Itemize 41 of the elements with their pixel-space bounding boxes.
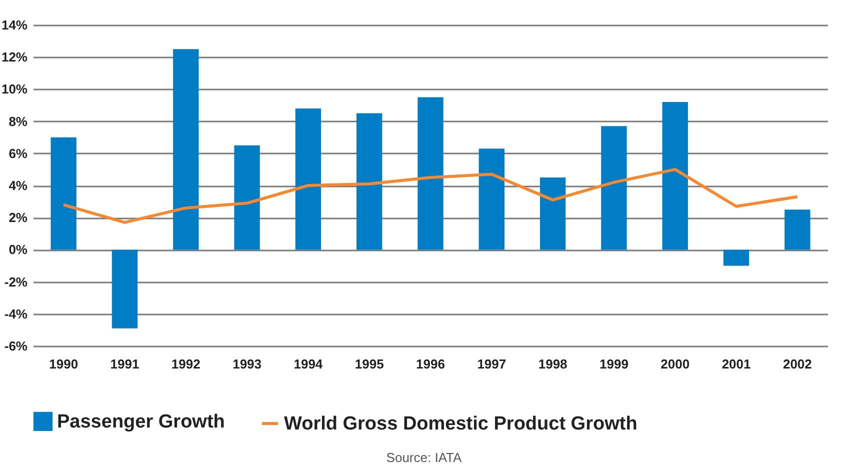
y-tick-label: 12% — [1, 50, 28, 65]
y-tick-label: 0% — [8, 242, 28, 258]
y-tick-label: 10% — [1, 82, 28, 97]
bar — [478, 148, 504, 250]
y-tick-label: -4% — [4, 306, 28, 322]
y-tick-label: 14% — [1, 18, 28, 32]
bar — [356, 113, 382, 250]
bar — [540, 177, 566, 250]
x-tick-label: 2000 — [660, 356, 690, 372]
y-tick-label: 4% — [8, 178, 28, 193]
x-tick-label: 1994 — [294, 356, 324, 372]
bar — [601, 126, 627, 250]
x-tick-label: 1990 — [49, 356, 78, 372]
legend-label: World Gross Domestic Product Growth — [284, 414, 638, 434]
bar — [662, 102, 688, 250]
x-tick-label: 2002 — [782, 356, 812, 372]
bar — [295, 108, 322, 250]
y-tick-label: 8% — [8, 114, 28, 129]
x-tick-label: 1992 — [171, 356, 200, 372]
x-tick-label: 1991 — [110, 356, 140, 372]
x-tick-label: 1993 — [232, 356, 262, 372]
y-tick-label: 6% — [8, 146, 28, 161]
bar — [418, 97, 444, 250]
x-tick-label: 1996 — [416, 356, 445, 372]
bar — [112, 250, 138, 328]
bar — [50, 137, 76, 250]
x-tick-label: 1995 — [354, 356, 384, 372]
x-tick-label: 2001 — [722, 356, 751, 372]
y-tick-label: 2% — [8, 210, 28, 226]
x-tick-label: 1998 — [538, 356, 568, 372]
line-series — [62, 168, 799, 224]
x-tick-label: 1999 — [600, 356, 628, 372]
bar — [784, 210, 810, 250]
x-tick-label: 1997 — [477, 356, 506, 372]
bar — [173, 49, 199, 250]
y-tick-label: -2% — [4, 274, 28, 290]
source-note: Source: IATA — [385, 450, 463, 465]
y-tick-label: -6% — [4, 338, 28, 354]
legend-label: Passenger Growth — [57, 411, 225, 432]
bar — [723, 250, 750, 266]
bar — [234, 145, 260, 250]
